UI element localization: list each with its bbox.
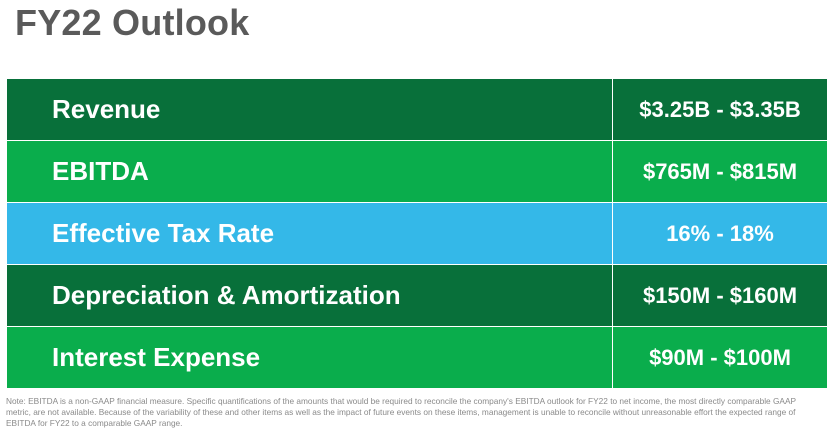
- row-value: $765M - $815M: [612, 140, 828, 203]
- outlook-table: Revenue $3.25B - $3.35B EBITDA $765M - $…: [6, 78, 828, 389]
- outlook-row-depreciation-amortization: Depreciation & Amortization $150M - $160…: [6, 264, 828, 327]
- page-title: FY22 Outlook: [15, 2, 250, 43]
- row-label: Depreciation & Amortization: [6, 264, 613, 327]
- row-label: Revenue: [6, 78, 613, 141]
- footnote: Note: EBITDA is a non-GAAP financial mea…: [6, 396, 796, 428]
- row-label: EBITDA: [6, 140, 613, 203]
- row-label: Interest Expense: [6, 326, 613, 389]
- outlook-row-effective-tax-rate: Effective Tax Rate 16% - 18%: [6, 202, 828, 265]
- row-value: $150M - $160M: [612, 264, 828, 327]
- outlook-row-interest-expense: Interest Expense $90M - $100M: [6, 326, 828, 389]
- row-value: 16% - 18%: [612, 202, 828, 265]
- row-value: $90M - $100M: [612, 326, 828, 389]
- outlook-row-ebitda: EBITDA $765M - $815M: [6, 140, 828, 203]
- row-label: Effective Tax Rate: [6, 202, 613, 265]
- row-value: $3.25B - $3.35B: [612, 78, 828, 141]
- outlook-row-revenue: Revenue $3.25B - $3.35B: [6, 78, 828, 141]
